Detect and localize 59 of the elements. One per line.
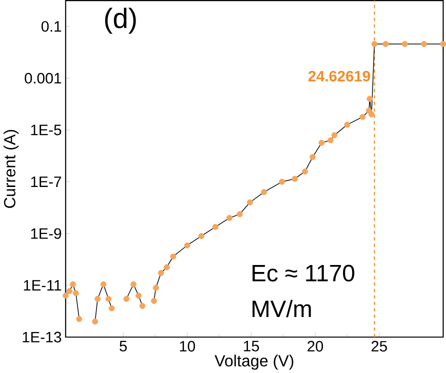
point xyxy=(62,292,69,299)
annotation: (d) xyxy=(105,8,136,34)
point xyxy=(123,296,130,302)
point xyxy=(184,242,190,248)
x-tick-label: 20 xyxy=(308,340,323,352)
y-tick-label: 1E-13 xyxy=(22,332,62,342)
point xyxy=(278,178,285,185)
point xyxy=(130,281,136,288)
y-tick-label: 1E-11 xyxy=(24,280,62,290)
point xyxy=(139,302,146,309)
point xyxy=(164,264,170,270)
point xyxy=(302,168,308,174)
point xyxy=(344,122,350,128)
x-tick-label: 15 xyxy=(244,340,259,352)
point xyxy=(328,137,334,144)
point xyxy=(226,214,232,221)
point xyxy=(136,292,142,299)
x-tick-label: 5 xyxy=(120,340,127,352)
point xyxy=(368,111,375,118)
point xyxy=(72,290,79,296)
y-tick-label: 0.1 xyxy=(42,20,62,32)
x-axis-title: Voltage (V) xyxy=(214,354,294,370)
y-tick-label: 1E-9 xyxy=(31,228,62,239)
point xyxy=(318,140,325,146)
y-tick-label: 1E-7 xyxy=(31,176,62,187)
point xyxy=(310,154,316,160)
point xyxy=(66,288,72,294)
point xyxy=(360,114,366,120)
point xyxy=(366,96,373,102)
annotation: MV/m xyxy=(252,300,311,318)
y-axis-title: Current (A) xyxy=(4,130,19,208)
point xyxy=(212,224,218,230)
point xyxy=(261,188,268,195)
point xyxy=(70,281,76,288)
point xyxy=(150,298,157,304)
annotation: Ec ≈ 1170 xyxy=(252,264,354,282)
ref-line-label: 24.62619 xyxy=(308,70,370,82)
point xyxy=(371,40,378,47)
y-tick-label: 1E-5 xyxy=(31,124,62,136)
point xyxy=(198,232,204,239)
point xyxy=(94,296,101,302)
point xyxy=(246,199,253,206)
point xyxy=(106,296,112,302)
y-tick-label: 0.001 xyxy=(24,72,62,84)
point xyxy=(420,40,428,47)
point xyxy=(292,176,298,182)
point xyxy=(76,316,82,322)
point xyxy=(331,132,338,138)
point xyxy=(92,318,98,324)
point xyxy=(152,284,159,291)
point xyxy=(100,281,106,288)
point xyxy=(236,211,243,218)
point xyxy=(158,270,164,276)
point xyxy=(402,40,408,47)
x-tick-label: 10 xyxy=(180,340,196,352)
point xyxy=(170,253,176,260)
point xyxy=(108,305,115,312)
x-tick-label: 25 xyxy=(372,340,387,352)
point xyxy=(382,40,389,47)
